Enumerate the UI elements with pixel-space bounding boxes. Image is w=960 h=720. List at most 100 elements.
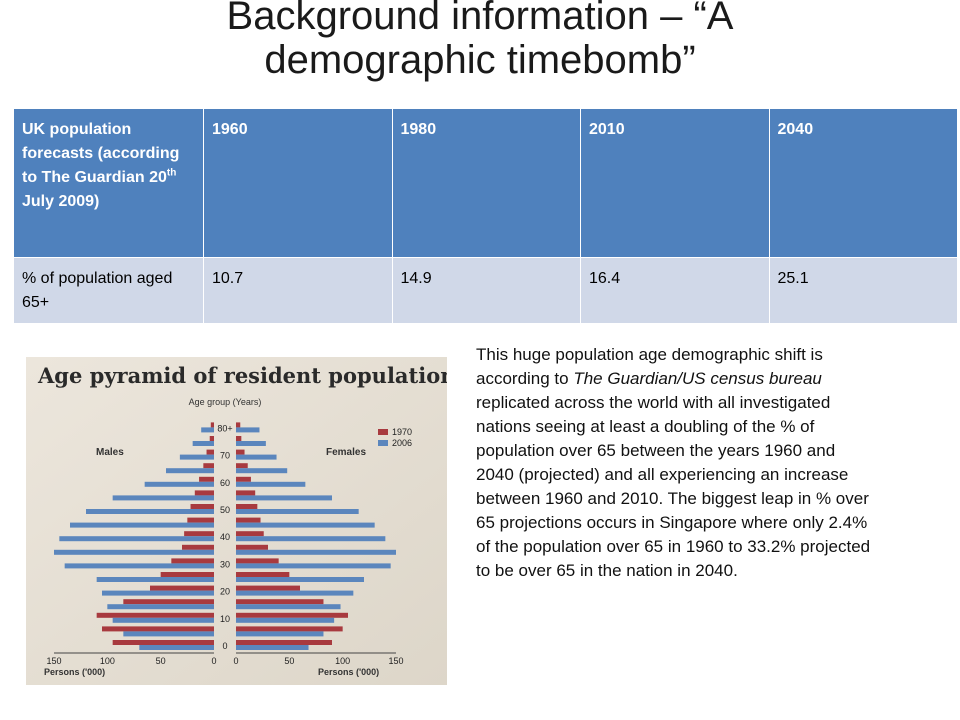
bar-female-2006	[236, 495, 332, 501]
bar-female-1970	[236, 531, 264, 537]
age-axis-title: Age group (Years)	[189, 397, 262, 407]
bar-female-1970	[236, 558, 279, 564]
bar-male-2006	[59, 536, 215, 542]
table-header-year: 1960	[203, 108, 393, 258]
x-tick-label-right: 150	[388, 656, 403, 666]
pyramid-bars	[54, 422, 396, 650]
forecast-table: UK population forecasts (according to Th…	[13, 108, 958, 324]
bar-male-1970	[96, 612, 214, 618]
x-tick-label-left: 0	[211, 656, 216, 666]
age-pyramid-chart: Age pyramid of resident population Age g…	[26, 357, 447, 685]
bar-female-1970	[236, 476, 251, 482]
bar-female-1970	[236, 517, 261, 523]
bar-female-2006	[236, 522, 375, 528]
legend-label-1970: 1970	[392, 427, 412, 437]
age-tick-label: 30	[220, 559, 230, 569]
bar-male-2006	[144, 481, 214, 487]
slide-title-line2: demographic timebomb”	[264, 38, 696, 82]
bar-male-1970	[203, 463, 214, 469]
slide-title: Background information – “A demographic …	[80, 0, 880, 82]
bar-male-1970	[199, 476, 214, 482]
bar-female-2006	[236, 441, 266, 446]
bar-female-2006	[236, 481, 306, 487]
age-axis-title-text: Age group (Years)	[189, 397, 262, 407]
age-tick-label: 20	[220, 587, 230, 597]
bar-female-1970	[236, 436, 242, 441]
x-axis-label-left: Persons ('000)	[44, 667, 105, 677]
bar-male-1970	[160, 572, 214, 577]
bar-male-2006	[112, 617, 214, 623]
bar-female-1970	[236, 490, 256, 496]
x-tick-label-left: 150	[46, 656, 61, 666]
bar-male-2006	[64, 563, 214, 569]
chart-title: Age pyramid of resident population	[37, 363, 447, 388]
bar-male-2006	[123, 631, 214, 637]
bar-male-1970	[190, 504, 214, 509]
x-tick-label-right: 100	[335, 656, 350, 666]
legend-swatch-2006	[378, 440, 388, 446]
bar-female-2006	[236, 645, 309, 650]
age-tick-label: 50	[220, 505, 230, 515]
bar-male-1970	[182, 544, 214, 550]
bar-female-1970	[236, 640, 332, 645]
bar-female-2006	[236, 427, 260, 433]
males-label: Males	[96, 447, 124, 458]
bar-female-1970	[236, 612, 348, 618]
bar-female-2006	[236, 454, 277, 460]
bar-male-2006	[86, 509, 214, 514]
age-tick-label: 0	[222, 641, 227, 651]
bar-male-2006	[107, 604, 214, 610]
bar-female-2006	[236, 536, 386, 542]
bar-male-1970	[171, 558, 214, 564]
x-axis-ticks: 150 100 50 0 0 50 100 150	[46, 652, 404, 666]
age-tick-label: 10	[220, 614, 230, 624]
bar-female-1970	[236, 544, 268, 550]
bar-male-2006	[112, 495, 214, 501]
bar-male-1970	[102, 626, 214, 632]
table-header-year: 2010	[580, 108, 770, 258]
bar-female-1970	[236, 585, 300, 591]
slide-title-line1: Background information – “A	[226, 0, 734, 38]
bar-male-2006	[96, 577, 214, 582]
table-header-label: UK population forecasts (according to Th…	[13, 108, 204, 258]
table-row-label: % of population aged 65+	[13, 257, 204, 324]
bar-female-2006	[236, 604, 341, 610]
table-cell: 10.7	[203, 257, 393, 324]
table-cell: 16.4	[580, 257, 770, 324]
bar-female-1970	[236, 626, 343, 632]
age-ticks: 0 10 20 30 40 50 60 70 80+	[217, 423, 232, 651]
bar-female-1970	[236, 599, 324, 605]
bar-male-2006	[139, 645, 214, 650]
table-row: % of population aged 65+ 10.7 14.9 16.4 …	[13, 257, 958, 324]
age-tick-label: 80+	[217, 423, 232, 433]
x-axis-label-right: Persons ('000)	[318, 667, 379, 677]
bar-female-2006	[236, 509, 359, 514]
age-tick-label: 70	[220, 451, 230, 461]
bar-male-1970	[150, 585, 214, 591]
bar-male-1970	[184, 531, 214, 537]
table-cell: 25.1	[768, 257, 958, 324]
description-paragraph: This huge population age demographic shi…	[476, 345, 871, 580]
bar-male-2006	[192, 441, 214, 446]
bar-male-2006	[54, 549, 214, 555]
bar-male-1970	[112, 640, 214, 645]
bar-male-1970	[123, 599, 214, 605]
age-tick-label: 60	[220, 478, 230, 488]
bar-female-2006	[236, 631, 324, 637]
bar-male-2006	[179, 454, 214, 460]
bar-male-2006	[102, 590, 214, 596]
x-tick-label-right: 0	[233, 656, 238, 666]
bar-male-2006	[166, 468, 214, 474]
bar-female-1970	[236, 463, 248, 469]
bar-male-2006	[70, 522, 214, 528]
table-header-year: 1980	[391, 108, 581, 258]
table-cell: 14.9	[391, 257, 581, 324]
bar-male-1970	[210, 422, 214, 428]
bar-female-2006	[236, 549, 396, 555]
bar-male-1970	[206, 449, 214, 455]
bar-male-1970	[187, 517, 214, 523]
bar-female-2006	[236, 563, 391, 569]
bar-female-1970	[236, 572, 290, 577]
bar-female-2006	[236, 577, 364, 582]
